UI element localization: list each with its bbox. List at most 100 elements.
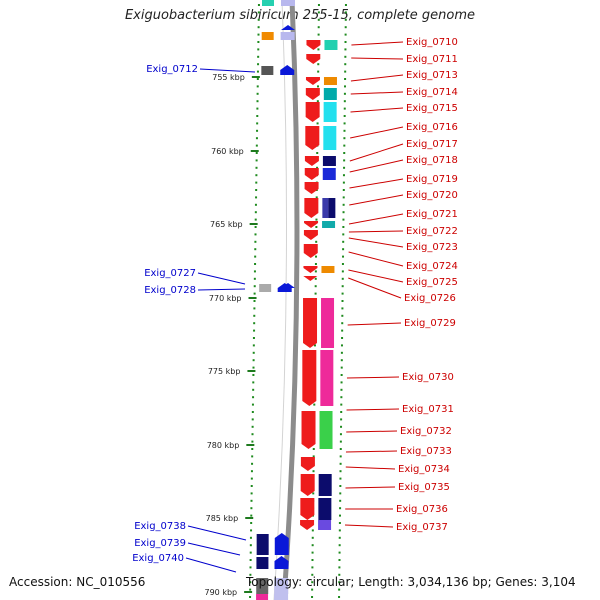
reverse-gene-label: Exig_0731 bbox=[402, 404, 454, 415]
track-dot bbox=[340, 418, 343, 421]
track-dot bbox=[339, 440, 342, 443]
track-dot bbox=[343, 92, 346, 95]
track-dot bbox=[311, 559, 314, 561]
ruler-dot bbox=[254, 240, 257, 243]
reverse-gene-arrow bbox=[300, 498, 315, 520]
reverse-gene-leader bbox=[350, 107, 404, 113]
forward-gene-arrow bbox=[274, 556, 289, 569]
reverse-gene-arrow bbox=[304, 198, 319, 218]
reverse-gene-label: Exig_0721 bbox=[406, 209, 458, 220]
track-dot bbox=[339, 455, 342, 458]
reverse-gene-label: Exig_0730 bbox=[402, 372, 454, 383]
reverse-gene-label: Exig_0717 bbox=[406, 139, 458, 150]
ruler-tick-label: 765 kbp bbox=[210, 220, 243, 229]
reverse-gene-block bbox=[323, 77, 337, 85]
reverse-gene-arrow bbox=[306, 54, 321, 64]
reverse-gene-leader bbox=[349, 143, 404, 162]
track-dot bbox=[344, 11, 347, 14]
track-dot bbox=[341, 322, 344, 325]
track-dot bbox=[344, 63, 347, 66]
ruler-tick-label: 755 kbp bbox=[212, 73, 245, 82]
reverse-gene-label: Exig_0726 bbox=[404, 293, 456, 304]
reverse-gene-label: Exig_0715 bbox=[406, 103, 458, 114]
reverse-gene-block bbox=[321, 266, 335, 273]
track-dot bbox=[341, 292, 344, 295]
track-dot bbox=[342, 233, 345, 236]
reverse-gene-leader bbox=[345, 486, 396, 489]
reverse-gene-block bbox=[321, 298, 335, 348]
ruler-dot bbox=[251, 403, 254, 406]
track-dot bbox=[341, 270, 344, 273]
ruler-dot bbox=[251, 433, 254, 436]
reverse-gene-label: Exig_0723 bbox=[406, 242, 458, 253]
reverse-gene-leader bbox=[351, 41, 404, 46]
forward-gene-leader bbox=[185, 557, 237, 573]
track-dot bbox=[339, 507, 342, 510]
track-dot bbox=[311, 551, 314, 554]
ruler-dot bbox=[253, 285, 256, 288]
reverse-gene-block bbox=[319, 411, 333, 449]
reverse-gene-label: Exig_0733 bbox=[400, 446, 452, 457]
reverse-gene-label: Exig_0714 bbox=[406, 87, 458, 98]
track-dot bbox=[312, 455, 315, 458]
forward-gene-block bbox=[262, 0, 274, 6]
track-dot bbox=[343, 129, 346, 132]
track-dot bbox=[317, 26, 320, 29]
reverse-gene-arrow bbox=[303, 266, 318, 273]
track-dot bbox=[340, 396, 343, 399]
reverse-gene-block bbox=[322, 198, 329, 218]
ruler-dot bbox=[256, 92, 259, 95]
map-title: Exiguobacterium sibiricum 255-15, comple… bbox=[124, 8, 476, 23]
track-dot bbox=[343, 122, 346, 125]
ruler-dot bbox=[250, 485, 253, 487]
reverse-gene-block bbox=[322, 156, 336, 166]
ruler-dot bbox=[254, 263, 257, 265]
ruler-dot bbox=[254, 218, 257, 221]
ruler-dot bbox=[249, 559, 252, 561]
track-dot bbox=[313, 344, 316, 347]
track-dot bbox=[343, 159, 346, 162]
backbone-shadow bbox=[273, 0, 287, 600]
track-dot bbox=[339, 485, 342, 487]
forward-gene-label: Exig_0738 bbox=[134, 521, 186, 532]
track-dot bbox=[338, 559, 341, 561]
track-dot bbox=[338, 544, 341, 547]
track-dot bbox=[342, 248, 345, 251]
reverse-gene-block bbox=[323, 102, 337, 122]
track-dot bbox=[338, 588, 341, 591]
forward-gene-leader bbox=[199, 68, 256, 73]
forward-gene-arrow bbox=[274, 578, 289, 594]
reverse-gene-label: Exig_0737 bbox=[396, 522, 448, 533]
track-dot bbox=[339, 462, 342, 465]
track-dot bbox=[338, 522, 341, 524]
reverse-gene-arrow bbox=[300, 457, 315, 471]
forward-gene-arrow bbox=[280, 32, 295, 40]
track-dot bbox=[313, 403, 316, 406]
reverse-gene-block bbox=[324, 40, 338, 50]
ruler-tick-label: 770 kbp bbox=[209, 294, 242, 303]
ruler-dot bbox=[257, 55, 260, 58]
track-dot bbox=[340, 403, 343, 406]
ruler-tick-label: 780 kbp bbox=[207, 441, 240, 450]
reverse-gene-arrow bbox=[301, 411, 316, 449]
track-dot bbox=[338, 551, 341, 554]
forward-gene-block bbox=[256, 534, 269, 555]
ruler-dot bbox=[249, 566, 252, 569]
forward-gene-label: Exig_0728 bbox=[144, 285, 196, 296]
reverse-gene-leader bbox=[349, 194, 404, 206]
track-dot bbox=[317, 85, 320, 88]
track-dot bbox=[340, 411, 343, 413]
ruler-dot bbox=[249, 581, 252, 584]
track-dot bbox=[314, 285, 317, 288]
reverse-gene-arrow bbox=[303, 230, 318, 240]
track-dot bbox=[344, 55, 347, 58]
reverse-gene-leader bbox=[345, 450, 398, 453]
track-dot bbox=[344, 41, 347, 43]
ruler-dot bbox=[256, 78, 259, 80]
track-dot bbox=[342, 174, 345, 177]
track-dot bbox=[312, 492, 315, 495]
reverse-gene-arrow bbox=[304, 221, 319, 228]
reverse-gene-label: Exig_0725 bbox=[406, 277, 458, 288]
track-dot bbox=[342, 196, 345, 199]
